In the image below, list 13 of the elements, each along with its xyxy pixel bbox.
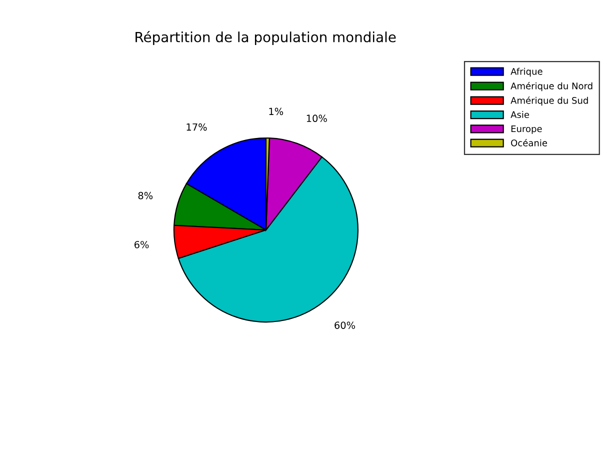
legend-label: Amérique du Nord xyxy=(510,82,592,92)
legend-label: Amérique du Sud xyxy=(510,96,588,106)
data-label: 10% xyxy=(306,114,327,122)
legend-label: Asie xyxy=(510,111,530,118)
data-label: 60% xyxy=(334,322,356,329)
data-label: 6% xyxy=(134,240,149,248)
legend-label: Afrique xyxy=(510,68,542,77)
data-label: 8% xyxy=(138,192,153,200)
legend-label: Océanie xyxy=(511,138,548,146)
data-label: 1% xyxy=(269,108,284,116)
legend-label: Europe xyxy=(511,125,542,134)
chart-title: Répartition de la population mondiale xyxy=(136,31,396,45)
data-label: 17% xyxy=(186,123,207,131)
